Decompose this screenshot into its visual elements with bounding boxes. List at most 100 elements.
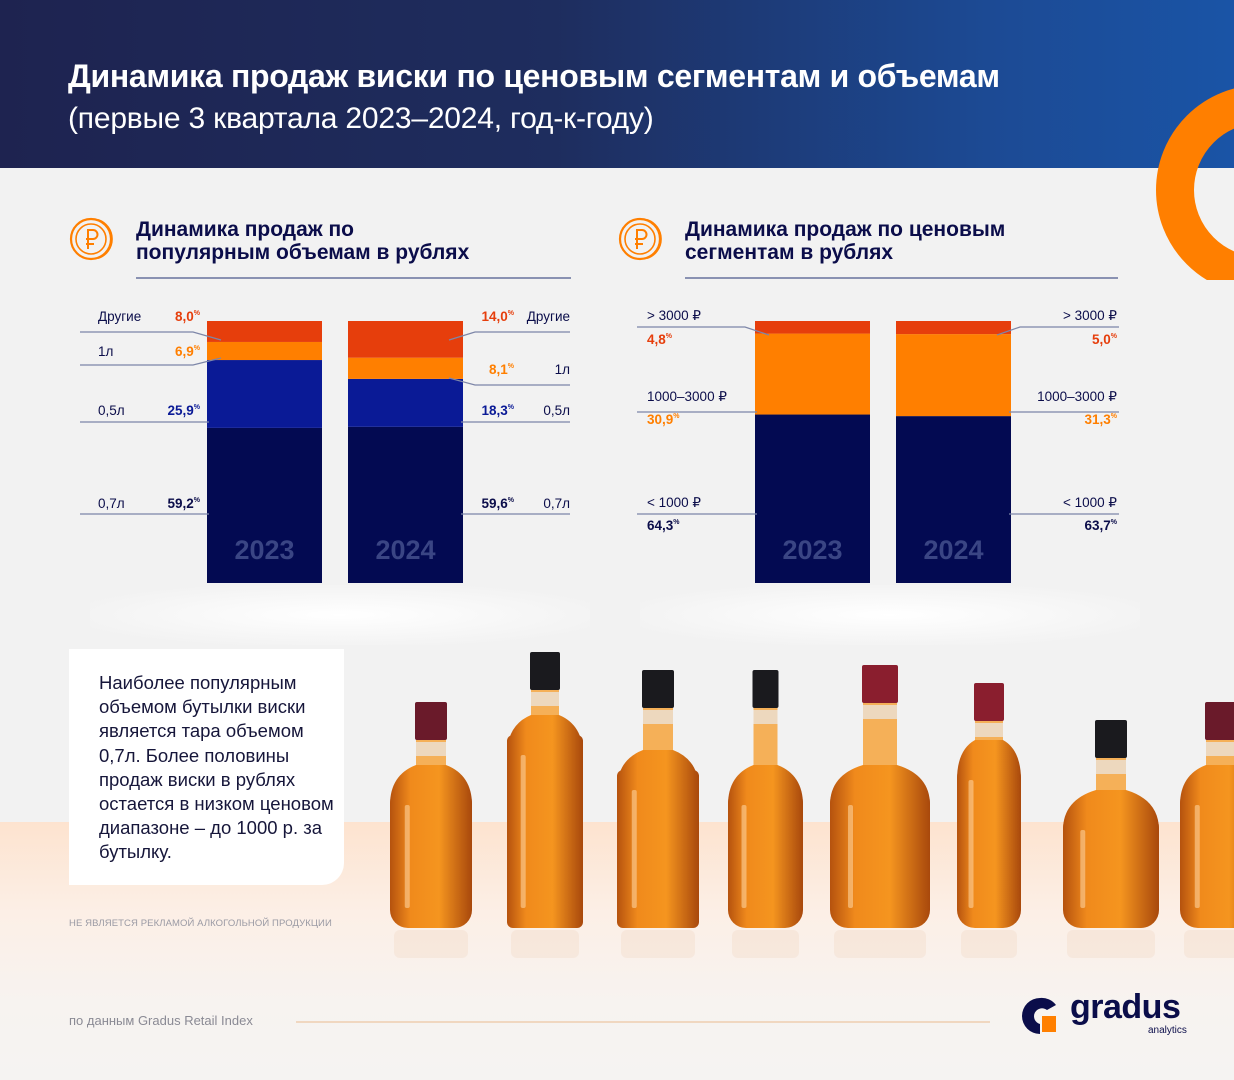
segment-label-2024-0: 0,7л 59,6%	[461, 496, 570, 515]
series-name-label: < 1000 ₽	[1063, 495, 1117, 510]
bar-segment-2024-2	[348, 357, 463, 379]
insight-card: Наиболее популярным объемом бутылки виск…	[69, 649, 344, 885]
volumes-stacked-bar-chart: 2023 0,7л 59,2% 0,5л 25,9% 1л 6,9% Другие 8,0% 20…	[80, 309, 570, 583]
chart-base-glow	[90, 585, 590, 645]
leader-line	[80, 357, 222, 366]
bottle-cap	[1095, 720, 1127, 758]
series-name-label: 1000–3000 ₽	[1037, 389, 1117, 404]
volumes-title-line1: Динамика продаж по	[136, 218, 355, 241]
bar-segment-2024-1	[348, 378, 463, 427]
bottle-cap	[415, 702, 447, 740]
bottle	[1180, 702, 1234, 958]
segment-label-2024-0: < 1000 ₽ 63,7%	[1009, 495, 1119, 533]
series-name-label: Другие	[527, 309, 570, 324]
series-name-label: 0,5л	[543, 403, 570, 418]
leader-line	[637, 326, 770, 336]
page-subtitle: (первые 3 квартала 2023–2024, год-к-году…	[68, 102, 654, 135]
prices-section-header: Динамика продаж по ценовым сегментам в р…	[617, 215, 1120, 285]
prices-title-line2: сегментам в рублях	[685, 241, 894, 264]
year-label-2023: 2023	[234, 535, 294, 565]
header-banner: Динамика продаж виски по ценовым сегмент…	[0, 0, 1234, 168]
value-label: 30,9%	[647, 412, 680, 427]
value-label: 64,3%	[647, 518, 680, 533]
segment-label-2023-3: Другие 8,0%	[80, 309, 222, 341]
series-name-label: 0,7л	[98, 496, 125, 511]
series-name-label: > 3000 ₽	[647, 308, 701, 323]
segment-label-2023-2: 1л 6,9%	[80, 344, 222, 366]
section-divider	[136, 277, 571, 279]
bar-segment-2023-1	[207, 360, 322, 428]
year-label-2023: 2023	[782, 535, 842, 565]
prices-chart: 2023 < 1000 ₽ 64,3% 1000–3000 ₽ 30,9% > 3000 …	[630, 300, 1140, 585]
segment-label-2023-0: 0,7л 59,2%	[80, 496, 209, 515]
series-name-label: 1л	[555, 362, 570, 377]
value-label: 59,2%	[167, 496, 200, 511]
value-label: 63,7%	[1084, 518, 1117, 533]
bottle	[957, 683, 1021, 958]
bar-segment-2023-3	[207, 321, 322, 342]
bottle	[507, 652, 583, 958]
leader-line	[80, 331, 222, 341]
disclaimer: НЕ ЯВЛЯЕТСЯ РЕКЛАМОЙ АЛКОГОЛЬНОЙ ПРОДУКЦ…	[69, 918, 332, 929]
bar-segment-2024-0	[348, 426, 463, 583]
logo-subtitle: analytics	[1148, 1025, 1187, 1036]
bottle-cap	[862, 665, 898, 703]
bottle	[617, 670, 699, 958]
year-label-2024: 2024	[375, 535, 435, 565]
value-label: 8,1%	[489, 362, 515, 377]
segment-label-2024-3: Другие 14,0%	[448, 309, 570, 341]
value-label: 14,0%	[481, 309, 514, 324]
value-label: 6,9%	[175, 344, 201, 359]
series-name-label: Другие	[98, 309, 141, 324]
series-name-label: 1л	[98, 344, 113, 359]
page-title: Динамика продаж виски по ценовым сегмент…	[68, 58, 1000, 94]
bottle	[390, 702, 472, 958]
bar-segment-2024-1	[896, 334, 1011, 417]
segment-label-2024-1: 1000–3000 ₽ 31,3%	[1009, 389, 1119, 427]
segment-label-2023-2: > 3000 ₽ 4,8%	[637, 308, 770, 347]
bottle-cap	[530, 652, 560, 690]
segment-label-2023-1: 0,5л 25,9%	[80, 403, 209, 423]
leader-line	[448, 331, 570, 341]
value-label: 4,8%	[647, 332, 673, 347]
volumes-title-line2: популярным объемам в рублях	[136, 241, 470, 264]
bottle	[830, 665, 930, 958]
footer-divider	[296, 1021, 990, 1023]
section-divider	[685, 277, 1118, 279]
bar-segment-2024-3	[348, 321, 463, 358]
bar-segment-2023-0	[755, 414, 870, 583]
bar-segment-2023-2	[207, 341, 322, 361]
series-name-label: 0,5л	[98, 403, 125, 418]
prices-section-title: Динамика продаж по ценовым сегментам в р…	[685, 218, 1005, 264]
prices-stacked-bar-chart: 2023 < 1000 ₽ 64,3% 1000–3000 ₽ 30,9% > 3000 …	[637, 308, 1119, 583]
gradus-logo-mark-icon	[1022, 997, 1056, 1034]
volumes-section-title: Динамика продаж по популярным объемам в …	[136, 218, 469, 264]
bottle-cap	[642, 670, 674, 708]
whisky-bottles-illustration	[390, 652, 1234, 958]
value-label: 18,3%	[481, 403, 514, 418]
bottle	[728, 670, 803, 958]
year-label-2024: 2024	[923, 535, 983, 565]
leader-line	[996, 326, 1119, 336]
bar-segment-2023-1	[755, 333, 870, 415]
segment-label-2024-2: 1л 8,1%	[448, 362, 570, 386]
bar-segment-2023-0	[207, 427, 322, 583]
prices-title-line1: Динамика продаж по ценовым	[685, 218, 1006, 241]
leader-line	[448, 377, 570, 386]
logo-wordmark: gradus	[1070, 988, 1181, 1026]
volumes-section-header: Динамика продаж по популярным объемам в …	[68, 215, 571, 285]
bottle-cap	[1205, 702, 1234, 740]
segment-label-2023-1: 1000–3000 ₽ 30,9%	[637, 389, 757, 427]
segment-label-2024-1: 0,5л 18,3%	[461, 403, 570, 423]
segment-label-2023-0: < 1000 ₽ 64,3%	[637, 495, 757, 533]
bottle-cap	[752, 670, 779, 708]
value-label: 59,6%	[481, 496, 514, 511]
ruble-coin-icon	[618, 217, 662, 261]
value-label: 31,3%	[1084, 412, 1117, 427]
value-label: 8,0%	[175, 309, 201, 324]
gradus-logo: gradus analytics	[1020, 988, 1190, 1040]
volumes-chart: 2023 0,7л 59,2% 0,5л 25,9% 1л 6,9% Другие 8,0% 20…	[80, 300, 590, 585]
series-name-label: 0,7л	[543, 496, 570, 511]
bar-segment-2024-2	[896, 321, 1011, 335]
bar-segment-2024-0	[896, 416, 1011, 583]
